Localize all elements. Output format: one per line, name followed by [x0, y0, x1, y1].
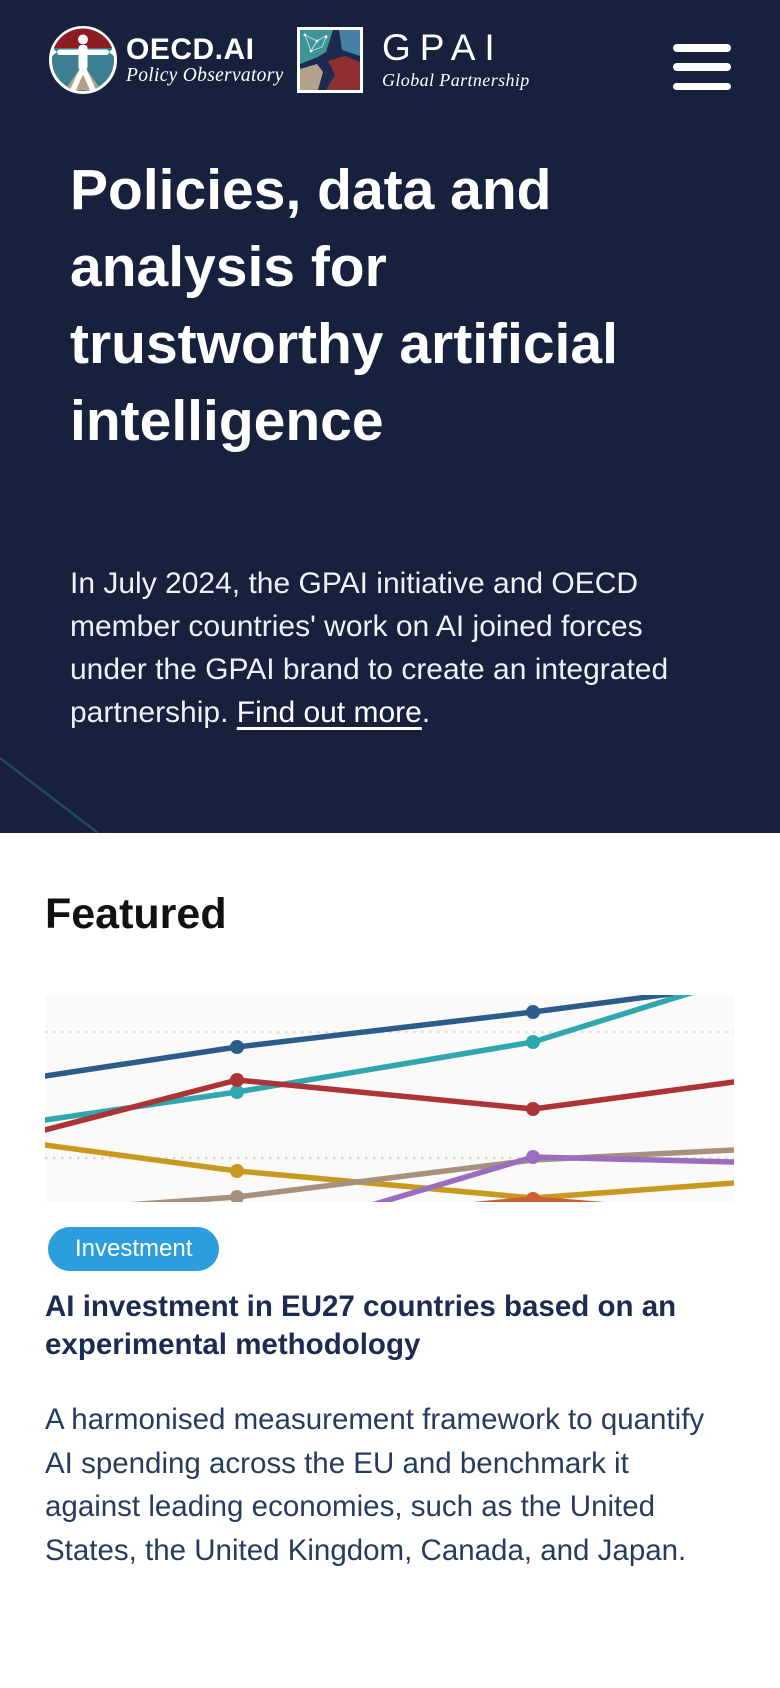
chart-marker-teal	[526, 1035, 540, 1049]
site-header: OECD.AI Policy Observatory GPAI	[0, 0, 780, 120]
gpai-logo-text: GPAI Global Partnership	[382, 27, 530, 91]
investment-tag-badge[interactable]: Investment	[48, 1227, 220, 1271]
oecd-logo-title: OECD.AI	[126, 33, 255, 66]
gpai-mosaic-icon	[297, 27, 363, 93]
gpai-logo-subtitle: Global Partnership	[382, 70, 530, 90]
hero-diagonal-decoration	[0, 757, 99, 833]
chart-marker-orange	[526, 1192, 540, 1202]
featured-section-title: Featured	[45, 890, 227, 938]
hamburger-menu-icon[interactable]	[673, 44, 731, 90]
chart-marker-red	[230, 1073, 244, 1087]
hamburger-bar	[673, 82, 731, 90]
chart-line-tan	[130, 1147, 734, 1202]
hero-paragraph: In July 2024, the GPAI initiative and OE…	[70, 562, 710, 734]
chart-marker-teal	[230, 1085, 244, 1099]
chart-marker-dark-blue	[526, 1005, 540, 1019]
chart-line-red	[45, 1077, 734, 1133]
chart-marker-purple	[526, 1150, 540, 1164]
hero-heading: Policies, data and analysis for trustwor…	[70, 158, 618, 453]
hero-paragraph-period: .	[421, 696, 431, 729]
find-out-more-link[interactable]: Find out more	[236, 696, 422, 729]
gpai-logo-title: GPAI	[382, 27, 504, 68]
chart-marker-tan	[230, 1190, 244, 1202]
line-chart	[45, 995, 734, 1202]
oecd-logo-text: OECD.AI Policy Observatory	[126, 35, 284, 87]
chart-line-dark-blue	[45, 995, 684, 1079]
oecd-logo-subtitle: Policy Observatory	[126, 65, 284, 86]
oecd-vitruvian-icon	[49, 26, 117, 94]
featured-chart-image[interactable]	[45, 995, 734, 1202]
featured-card-title[interactable]: AI investment in EU27 countries based on…	[45, 1290, 677, 1361]
hero-paragraph-text: In July 2024, the GPAI initiative and OE…	[70, 567, 669, 729]
chart-marker-gold	[230, 1164, 244, 1178]
chart-line-gold	[45, 1142, 734, 1201]
hamburger-bar	[673, 63, 731, 71]
chart-line-orange	[473, 1196, 605, 1202]
chart-marker-dark-blue	[230, 1040, 244, 1054]
hero-section: OECD.AI Policy Observatory GPAI	[0, 0, 780, 833]
chart-marker-red	[526, 1102, 540, 1116]
featured-card-description: A harmonised measurement framework to qu…	[45, 1403, 705, 1567]
hamburger-bar	[673, 44, 731, 52]
